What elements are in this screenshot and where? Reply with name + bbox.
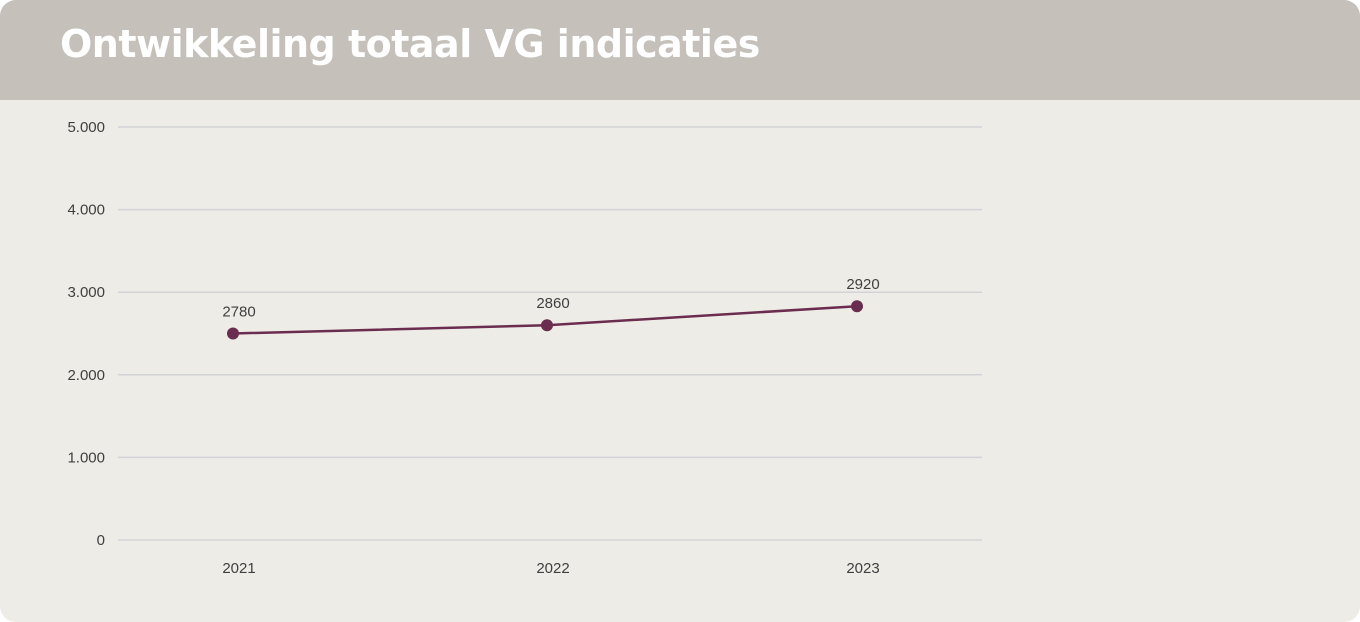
y-tick-label: 3.000 <box>67 284 105 301</box>
title-bar: Ontwikkeling totaal VG indicaties <box>0 0 1360 100</box>
y-axis-tick-labels: 0 1.000 2.000 3.000 4.000 5.000 <box>67 119 105 549</box>
gridlines <box>118 126 982 541</box>
data-point <box>227 327 239 340</box>
data-labels: 2780 2860 2920 <box>222 276 879 320</box>
x-axis-tick-labels: 2021 2022 2023 <box>222 560 879 577</box>
data-points <box>227 300 863 340</box>
y-tick-label: 0 <box>97 532 105 549</box>
data-point <box>541 319 553 332</box>
x-tick-label: 2023 <box>846 560 879 577</box>
y-tick-label: 2.000 <box>67 367 105 384</box>
y-tick-label: 5.000 <box>67 119 105 136</box>
data-label: 2860 <box>536 295 569 312</box>
data-point <box>851 300 863 313</box>
x-tick-label: 2021 <box>222 560 255 577</box>
y-tick-label: 4.000 <box>67 202 105 219</box>
x-tick-label: 2022 <box>536 560 569 577</box>
data-label: 2780 <box>222 304 255 321</box>
data-label: 2920 <box>846 276 879 293</box>
y-tick-label: 1.000 <box>67 449 105 466</box>
chart-title: Ontwikkeling totaal VG indicaties <box>60 22 760 66</box>
